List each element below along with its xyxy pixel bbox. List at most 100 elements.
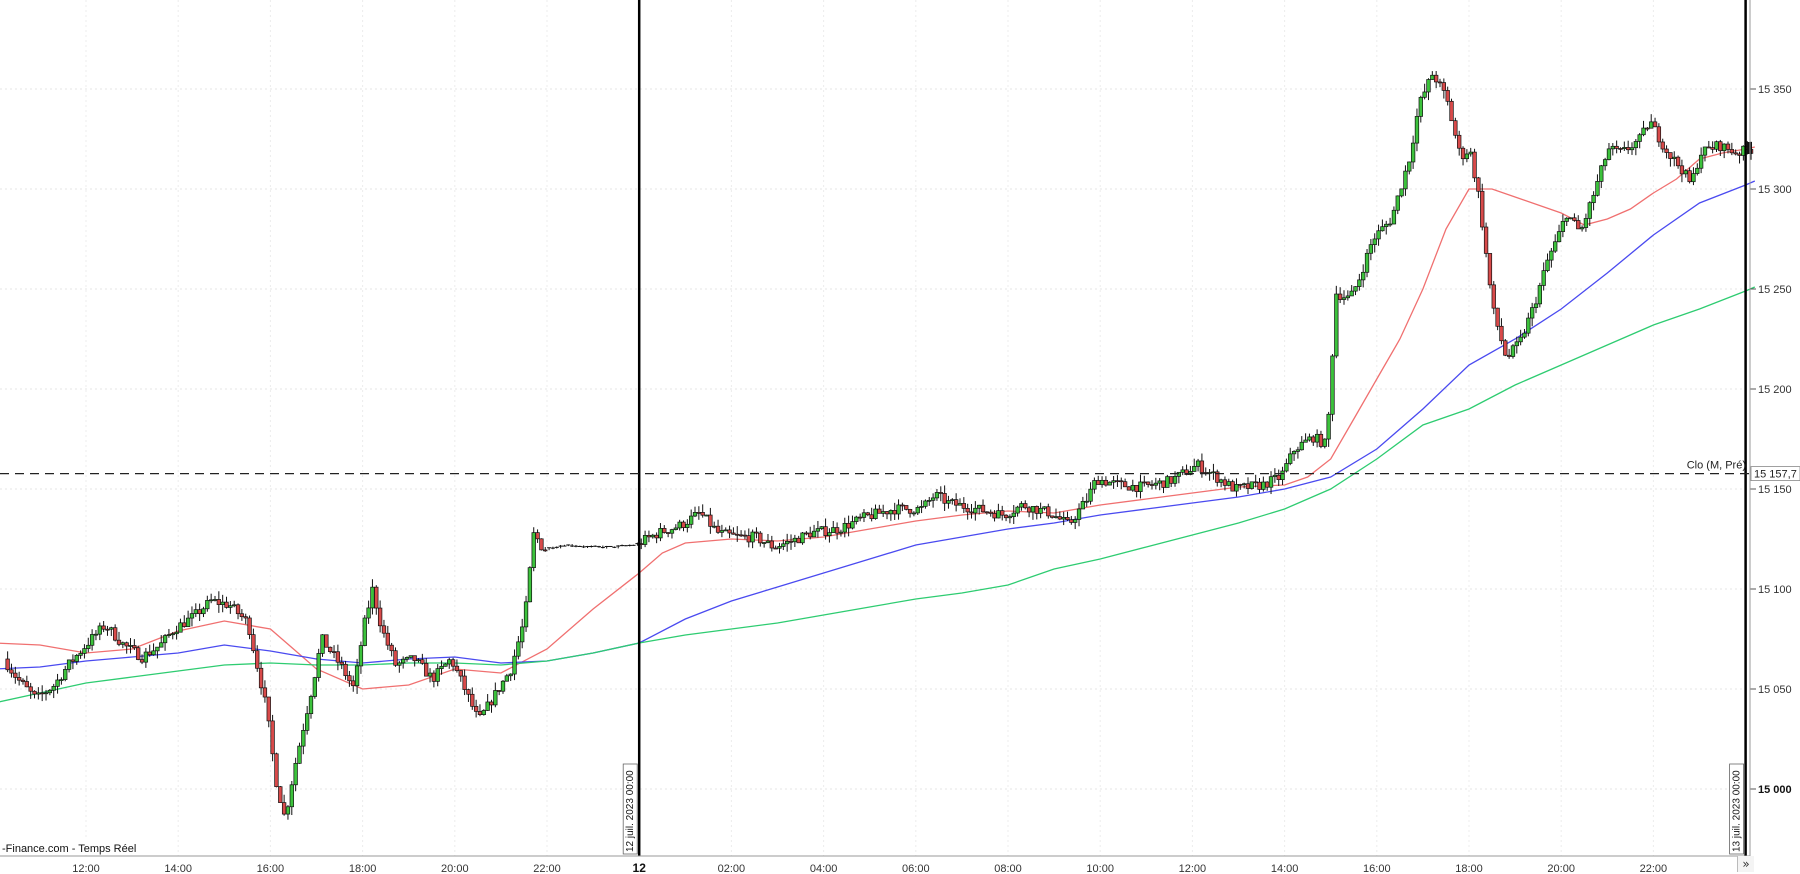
candle-body	[1007, 516, 1013, 519]
candle-body	[1361, 271, 1366, 281]
candle-body	[516, 641, 521, 657]
watermark: -Finance.com - Temps Réel	[2, 843, 136, 855]
candle-body	[1622, 147, 1627, 150]
candle-body	[209, 599, 214, 602]
candle-body	[1445, 90, 1450, 102]
candle-body	[815, 528, 821, 532]
scroll-right-button[interactable]: »	[1737, 856, 1754, 872]
candle-body	[1422, 91, 1427, 98]
candle-body	[1161, 480, 1166, 488]
candle-body	[1506, 354, 1512, 357]
chart-overlays: 12 juil. 2023 00:00 13 juil. 2023 00:00 Cl…	[0, 0, 1800, 856]
candle-body	[961, 503, 966, 509]
candle-body	[685, 523, 690, 528]
candle-body	[543, 549, 548, 552]
candle-body	[1725, 143, 1731, 150]
candle-body	[773, 547, 778, 550]
candle-body	[1556, 231, 1562, 243]
candle-body	[74, 654, 79, 662]
candle-body	[258, 667, 264, 689]
time-tick-label: 10:00	[1086, 863, 1114, 874]
candle-body	[1576, 220, 1581, 230]
candle-body	[1357, 279, 1362, 287]
candle-body	[769, 540, 774, 549]
time-tick-label: 14:00	[164, 863, 192, 874]
candle-body	[1372, 238, 1377, 246]
candle-body	[1526, 317, 1531, 334]
candle-body	[239, 613, 245, 618]
candle-body	[800, 532, 805, 544]
price-tick-label: 15 050	[1758, 684, 1792, 696]
candle-body	[1234, 484, 1239, 492]
candle-body	[124, 642, 129, 647]
candle-body	[1410, 142, 1416, 163]
candle-body	[86, 644, 91, 649]
candle-body	[1326, 413, 1331, 440]
candle-body	[1049, 515, 1055, 518]
candle-body	[1695, 167, 1700, 174]
time-tick-label: 08:00	[994, 863, 1022, 874]
candle-body	[1000, 510, 1005, 516]
candle-body	[485, 701, 490, 711]
candle-body	[765, 540, 771, 543]
candle-body	[1230, 481, 1235, 492]
candle-body	[197, 609, 202, 615]
candle-body	[193, 609, 198, 614]
candle-body	[1288, 453, 1293, 464]
candle-body	[270, 720, 275, 755]
candle-body	[1464, 153, 1470, 160]
moving-averages	[0, 146, 1756, 703]
candle-body	[788, 540, 794, 543]
candle-body	[101, 625, 106, 630]
candle-body	[1399, 188, 1404, 197]
candle-body	[343, 663, 348, 677]
candle-body	[742, 534, 748, 537]
day-separator-label-box	[622, 763, 638, 855]
candle-body	[1169, 476, 1174, 484]
candle-body	[1718, 141, 1723, 152]
candle-body	[785, 540, 790, 545]
candle-body	[374, 586, 379, 609]
candle-body	[1284, 463, 1289, 472]
candle-body	[992, 513, 997, 519]
candle-body	[143, 651, 149, 663]
candle-body	[266, 696, 271, 722]
candle-body	[953, 499, 959, 506]
candle-body	[320, 634, 325, 654]
candle-body	[366, 607, 371, 619]
candle-body	[278, 786, 283, 803]
candle-body	[1080, 501, 1086, 510]
candle-body	[850, 521, 855, 529]
candle-body	[473, 705, 479, 712]
candle-body	[1122, 481, 1128, 488]
candle-body	[854, 516, 859, 522]
candle-body	[1115, 480, 1120, 483]
candle-body	[1218, 479, 1224, 483]
candle-body	[285, 806, 291, 815]
candle-body	[650, 534, 655, 538]
candle-body	[454, 665, 460, 671]
candle-body	[1314, 433, 1320, 443]
candle-body	[1245, 483, 1251, 489]
candle-body	[823, 526, 828, 536]
candle-body	[1656, 126, 1662, 143]
candle-body	[1334, 293, 1339, 357]
candle-body	[738, 534, 744, 537]
candle-body	[201, 608, 206, 615]
candle-body	[746, 535, 751, 543]
candle-body	[1568, 217, 1573, 220]
candle-body	[796, 537, 801, 544]
candle-body	[362, 617, 367, 646]
candle-body	[339, 661, 344, 665]
candle-body	[32, 690, 37, 695]
candle-body	[1165, 476, 1170, 488]
candle-body	[1134, 485, 1139, 492]
candle-body	[63, 669, 68, 680]
candle-body	[1618, 148, 1623, 150]
candle-body	[1180, 469, 1185, 473]
candle-body	[1487, 253, 1493, 286]
candle-body	[1157, 480, 1162, 484]
time-tick-label: 16:00	[257, 863, 285, 874]
candle-body	[750, 531, 755, 543]
